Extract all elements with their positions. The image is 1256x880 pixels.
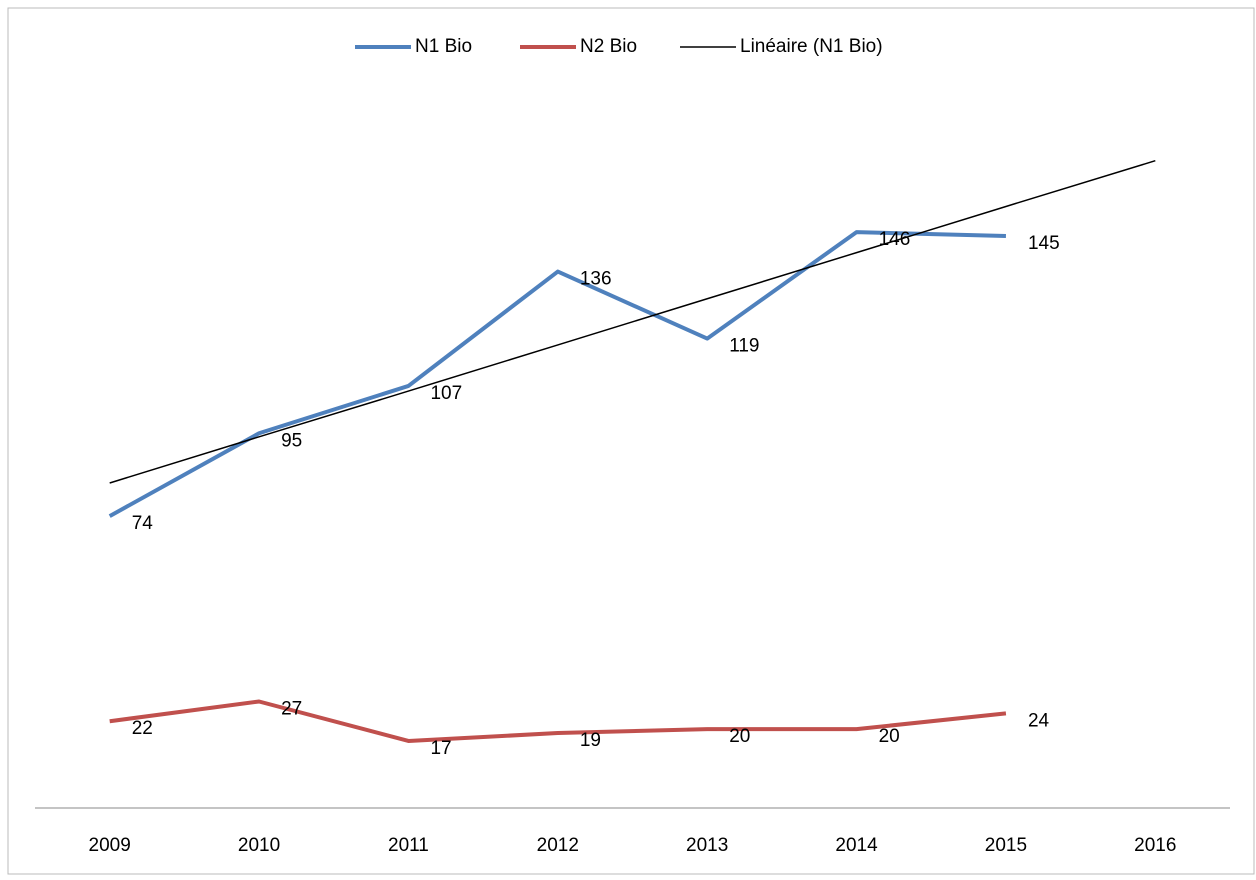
x-tick-label: 2016 <box>1134 835 1176 856</box>
data-label: 107 <box>430 383 462 404</box>
series-line <box>109 699 1007 743</box>
data-label: 74 <box>132 513 154 534</box>
data-label: 22 <box>132 718 153 739</box>
legend-label: N2 Bio <box>580 36 637 57</box>
data-label: 19 <box>580 730 601 751</box>
data-label: 17 <box>430 738 451 759</box>
data-label: 119 <box>729 336 759 357</box>
x-tick-label: 2013 <box>686 835 728 856</box>
data-label: 146 <box>879 229 911 250</box>
data-label: 136 <box>580 269 612 290</box>
data-label: 27 <box>281 699 302 720</box>
legend-label: Linéaire (N1 Bio) <box>740 36 883 57</box>
x-tick-label: 2012 <box>537 835 579 856</box>
trendline <box>109 159 1156 484</box>
data-label: 24 <box>1028 710 1050 731</box>
data-label: 20 <box>879 726 900 747</box>
series-line <box>108 230 1006 518</box>
x-tick-label: 2014 <box>835 835 878 856</box>
x-tick-label: 2009 <box>89 835 131 856</box>
x-tick-label: 2011 <box>388 835 429 856</box>
data-label: 95 <box>281 430 302 451</box>
chart-frame <box>7 7 1255 875</box>
data-label: 145 <box>1028 233 1060 254</box>
data-label: 20 <box>729 726 750 747</box>
legend-label: N1 Bio <box>415 36 472 57</box>
x-tick-label: 2010 <box>238 835 280 856</box>
x-tick-label: 2015 <box>985 835 1027 856</box>
